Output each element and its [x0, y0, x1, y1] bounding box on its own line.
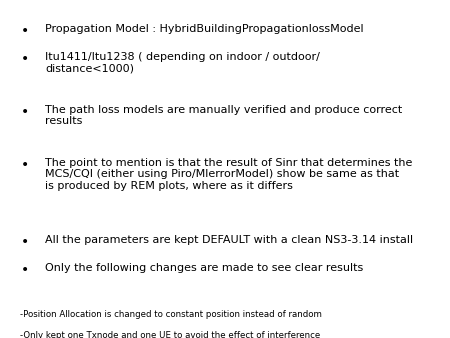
Text: •: • — [21, 52, 29, 66]
Text: Itu1411/Itu1238 ( depending on indoor / outdoor/
distance<1000): Itu1411/Itu1238 ( depending on indoor / … — [45, 52, 320, 74]
Text: The point to mention is that the result of Sinr that determines the
MCS/CQI (eit: The point to mention is that the result … — [45, 158, 412, 191]
Text: •: • — [21, 235, 29, 248]
Text: •: • — [21, 158, 29, 171]
Text: -Only kept one Txnode and one UE to avoid the effect of interference: -Only kept one Txnode and one UE to avoi… — [20, 331, 320, 338]
Text: •: • — [21, 24, 29, 38]
Text: •: • — [21, 263, 29, 277]
Text: Only the following changes are made to see clear results: Only the following changes are made to s… — [45, 263, 363, 273]
Text: All the parameters are kept DEFAULT with a clean NS3-3.14 install: All the parameters are kept DEFAULT with… — [45, 235, 413, 245]
Text: -Position Allocation is changed to constant position instead of random: -Position Allocation is changed to const… — [20, 310, 322, 319]
Text: The path loss models are manually verified and produce correct
results: The path loss models are manually verifi… — [45, 105, 402, 126]
Text: •: • — [21, 105, 29, 119]
Text: Propagation Model : HybridBuildingPropagationlossModel: Propagation Model : HybridBuildingPropag… — [45, 24, 364, 34]
